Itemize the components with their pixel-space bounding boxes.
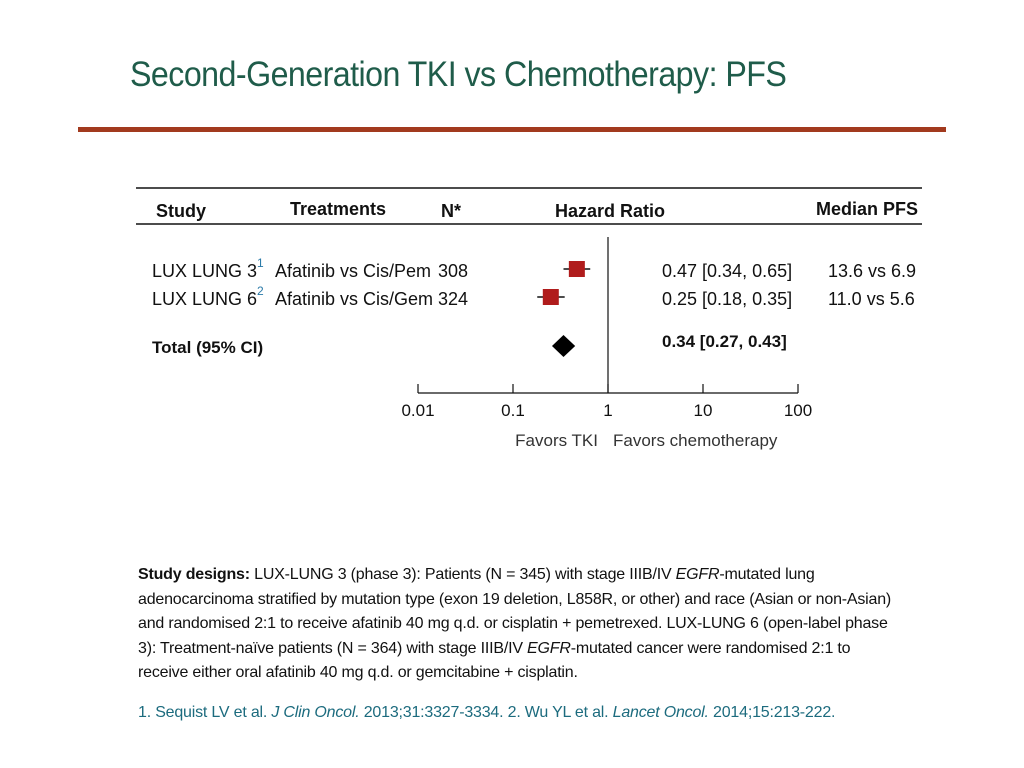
title-divider	[78, 127, 946, 132]
row-reference-number: 1	[257, 256, 264, 270]
journal-name: J Clin Oncol.	[271, 704, 360, 721]
row-treatment-label: Afatinib vs Cis/Gem	[275, 289, 433, 309]
pooled-estimate-diamond	[551, 335, 576, 357]
x-tick-label: 100	[784, 401, 812, 420]
header-treatments: Treatments	[290, 199, 386, 219]
journal-name: Lancet Oncol.	[612, 704, 709, 721]
row-hr-text: 0.25 [0.18, 0.35]	[662, 289, 792, 309]
row-median-pfs: 13.6 vs 6.9	[828, 261, 916, 281]
row-treatment-label: Afatinib vs Cis/Pem	[275, 261, 431, 281]
references-line: 1. Sequist LV et al. J Clin Oncol. 2013;…	[138, 704, 835, 722]
x-tick-label: 0.1	[501, 401, 525, 420]
reference-text: 2013;31:3327-3334. 2. Wu YL et al.	[359, 704, 613, 721]
total-label: Total (95% CI)	[152, 338, 263, 357]
designs-text-part: LUX-LUNG 3 (phase 3): Patients (N = 345)…	[249, 566, 676, 583]
header-n: N*	[441, 201, 461, 221]
egfr-term: EGFR	[527, 639, 571, 657]
reference-text: 2014;15:213-222.	[708, 704, 836, 721]
x-tick-label: 1	[603, 401, 612, 420]
hazard-ratio-marker	[568, 261, 585, 277]
reference-text: 1. Sequist LV et al.	[138, 704, 272, 721]
row-n-value: 324	[438, 289, 468, 309]
row-study-label: LUX LUNG 6	[152, 289, 257, 309]
study-designs-label: Study designs:	[138, 566, 250, 583]
designs-text-part: -mutated lung adenocarcinoma stratified …	[138, 566, 892, 657]
hazard-ratio-marker	[542, 289, 559, 305]
favors-right-label: Favors chemotherapy	[613, 431, 778, 450]
slide-title: Second-Generation TKI vs Chemotherapy: P…	[130, 55, 787, 94]
header-median-pfs: Median PFS	[816, 199, 918, 219]
total-hr-text: 0.34 [0.27, 0.43]	[662, 332, 787, 351]
study-designs-text: Study designs: LUX-LUNG 3 (phase 3): Pat…	[138, 563, 898, 686]
egfr-term: EGFR	[675, 566, 720, 583]
row-reference-number: 2	[257, 284, 264, 298]
row-hr-text: 0.47 [0.34, 0.65]	[662, 261, 792, 281]
header-hazard-ratio: Hazard Ratio	[555, 201, 665, 221]
designs-text-part: -mutated cancer were randomised 2:1 to r…	[138, 639, 851, 682]
x-tick-label: 10	[694, 401, 713, 420]
forest-plot: Study Treatments N* Hazard Ratio Median …	[136, 187, 922, 450]
plot-area: 0.01 0.1 1 10 100	[401, 237, 812, 420]
forest-plot-table: Study Treatments N* Hazard Ratio Median …	[136, 187, 922, 467]
favors-left-label: Favors TKI	[515, 431, 598, 450]
row-n-value: 308	[438, 261, 468, 281]
x-tick-label: 0.01	[401, 401, 434, 420]
row-study-label: LUX LUNG 3	[152, 261, 257, 281]
row-median-pfs: 11.0 vs 5.6	[828, 289, 915, 309]
header-study: Study	[156, 201, 206, 221]
